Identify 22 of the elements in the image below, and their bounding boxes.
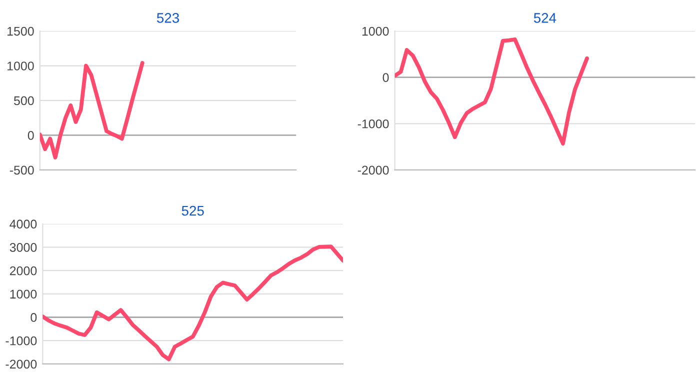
y-tick-label: 1000 (7, 62, 34, 70)
y-tick-label: 0 (28, 131, 34, 140)
y-tick-label: 0 (382, 73, 389, 82)
y-tick-label: 1500 (7, 26, 34, 36)
y-tick-label: -2000 (358, 166, 389, 175)
y-tick-label: -2000 (6, 360, 37, 369)
y-tick-label: -500 (10, 166, 34, 175)
y-tick-label: 1000 (362, 26, 389, 36)
y-tick-label: -1000 (6, 336, 37, 346)
y-tick-label: 4000 (10, 220, 37, 229)
chart-title: 524 (534, 13, 556, 23)
y-tick-label: 2000 (10, 266, 37, 276)
y-tick-label: 500 (14, 96, 34, 106)
chart-title: 523 (156, 13, 179, 23)
y-tick-label: -1000 (358, 119, 389, 128)
chart-title: 525 (182, 206, 204, 216)
line-series (40, 61, 144, 160)
line-series (394, 37, 589, 146)
y-tick-label: 3000 (10, 243, 37, 252)
y-tick-label: 0 (30, 313, 37, 322)
y-tick-label: 1000 (10, 290, 37, 299)
line-series (42, 244, 343, 362)
